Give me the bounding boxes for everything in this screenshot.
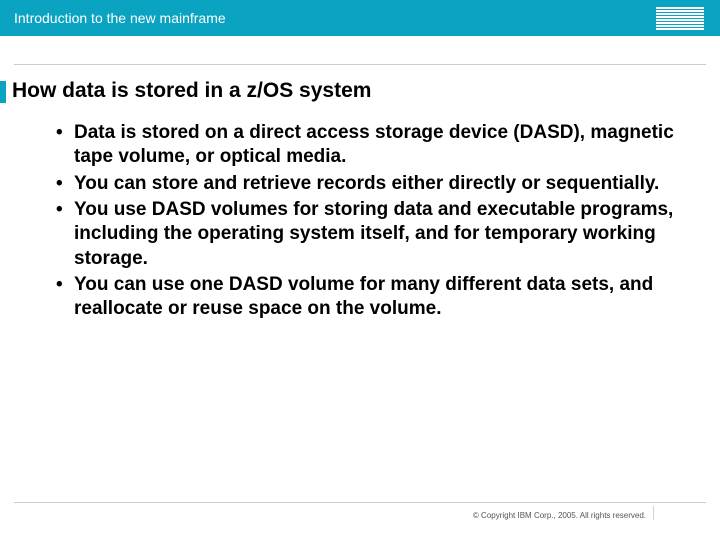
list-item: You can use one DASD volume for many dif… [56, 273, 680, 322]
list-item: You can store and retrieve records eithe… [56, 172, 680, 196]
slide-title-row: How data is stored in a z/OS system [0, 79, 700, 103]
footer-tick-mark [653, 506, 654, 520]
title-accent-bar [0, 81, 6, 103]
footer-divider [14, 502, 706, 503]
copyright-text: © Copyright IBM Corp., 2005. All rights … [473, 511, 646, 520]
header-title: Introduction to the new mainframe [14, 10, 226, 26]
list-item: You use DASD volumes for storing data an… [56, 198, 680, 271]
slide-title: How data is stored in a z/OS system [12, 79, 371, 103]
ibm-logo [656, 7, 704, 30]
footer: © Copyright IBM Corp., 2005. All rights … [14, 502, 706, 520]
header-bar: Introduction to the new mainframe [0, 0, 720, 36]
footer-inner: © Copyright IBM Corp., 2005. All rights … [14, 511, 706, 520]
list-item: Data is stored on a direct access storag… [56, 121, 680, 170]
slide-content: How data is stored in a z/OS system Data… [0, 65, 720, 322]
bullet-list: Data is stored on a direct access storag… [56, 121, 700, 322]
